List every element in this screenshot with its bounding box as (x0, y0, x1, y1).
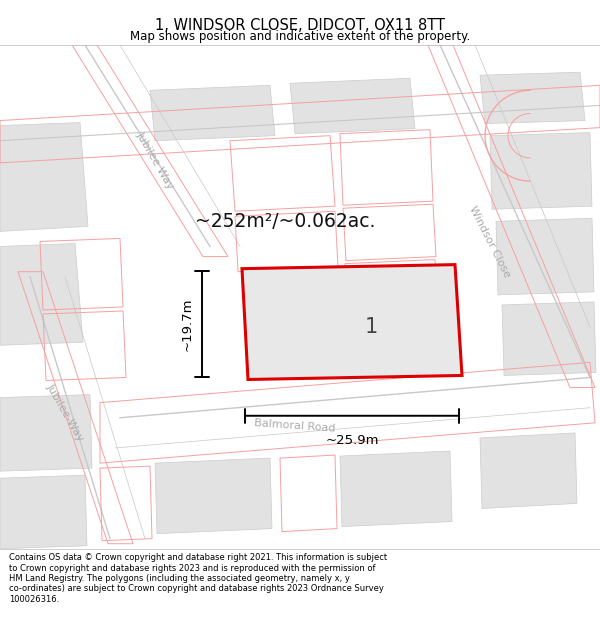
Polygon shape (0, 475, 87, 549)
Polygon shape (290, 78, 415, 134)
Polygon shape (0, 394, 92, 471)
Text: 1, WINDSOR CLOSE, DIDCOT, OX11 8TT: 1, WINDSOR CLOSE, DIDCOT, OX11 8TT (155, 18, 445, 32)
Text: Balmoral Road: Balmoral Road (254, 418, 336, 434)
Text: ~252m²/~0.062ac.: ~252m²/~0.062ac. (195, 212, 376, 231)
Polygon shape (496, 218, 594, 295)
Text: Jubilee-Way: Jubilee-Way (44, 382, 85, 443)
Polygon shape (340, 451, 452, 527)
Polygon shape (150, 85, 275, 141)
Polygon shape (242, 264, 462, 379)
Text: Map shows position and indicative extent of the property.: Map shows position and indicative extent… (130, 30, 470, 43)
Text: ~19.7m: ~19.7m (181, 298, 194, 351)
Text: Contains OS data © Crown copyright and database right 2021. This information is : Contains OS data © Crown copyright and d… (9, 553, 387, 604)
Polygon shape (480, 433, 577, 509)
Text: Jubilee Way: Jubilee Way (134, 131, 175, 191)
Text: 1: 1 (365, 317, 379, 337)
Polygon shape (0, 244, 83, 345)
Text: ~25.9m: ~25.9m (325, 434, 379, 447)
Polygon shape (480, 72, 585, 124)
Polygon shape (0, 122, 88, 231)
Polygon shape (490, 132, 592, 209)
Text: Windsor Close: Windsor Close (467, 204, 512, 279)
Polygon shape (502, 302, 596, 376)
Polygon shape (155, 458, 272, 534)
